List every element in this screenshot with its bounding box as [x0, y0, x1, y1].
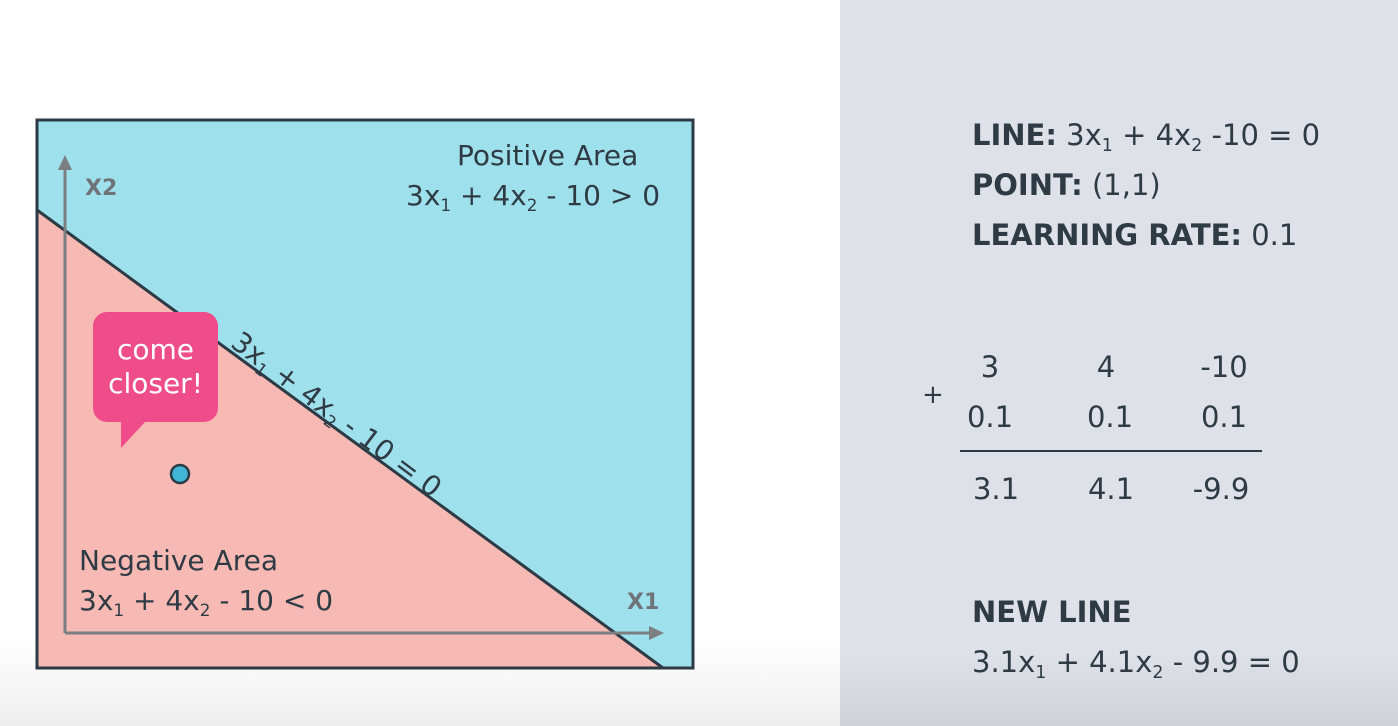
positive-area-equation: 3x1 + 4x2 - 10 > 0 [406, 179, 661, 215]
new-line-title: NEW LINE [972, 595, 1132, 629]
point-info: POINT: (1,1) [972, 168, 1161, 202]
negative-area-title: Negative Area [79, 544, 278, 577]
row2-cell-1: 0.1 [966, 400, 1014, 434]
x-axis-arrowhead [649, 626, 664, 640]
row2-cell-2: 0.1 [1086, 400, 1134, 434]
data-point [169, 463, 191, 485]
new-line-equation: 3.1x1 + 4.1x2 - 9.9 = 0 [972, 645, 1300, 684]
row1-cell-1: 3 [980, 350, 1000, 384]
row1-cell-2: 4 [1096, 350, 1116, 384]
result-cell-2: 4.1 [1087, 472, 1135, 506]
line-info: LINE: 3x1 + 4x2 -10 = 0 [972, 118, 1321, 157]
learning-rate-info: LEARNING RATE: 0.1 [972, 218, 1298, 252]
come-closer-speech-bubble: come closer! [93, 312, 218, 448]
negative-area-equation: 3x1 + 4x2 - 10 < 0 [79, 584, 334, 620]
bubble-line-2: closer! [108, 367, 203, 400]
result-cell-1: 3.1 [972, 472, 1020, 506]
row1-cell-3: -10 [1200, 350, 1248, 384]
x1-axis-label: X1 [627, 590, 660, 615]
x2-axis-label: X2 [85, 176, 118, 201]
decision-boundary-line [36, 208, 664, 670]
bubble-line-1: come [116, 333, 194, 366]
result-cell-3: -9.9 [1192, 472, 1250, 506]
diagram-border [35, 118, 695, 670]
sum-divider [960, 450, 1262, 452]
positive-area-title: Positive Area [457, 139, 639, 172]
plus-operator: + [922, 380, 944, 410]
row2-cell-3: 0.1 [1200, 400, 1248, 434]
y-axis-arrowhead [58, 155, 72, 170]
positive-area-region [37, 120, 693, 668]
right-panel [840, 0, 1398, 726]
